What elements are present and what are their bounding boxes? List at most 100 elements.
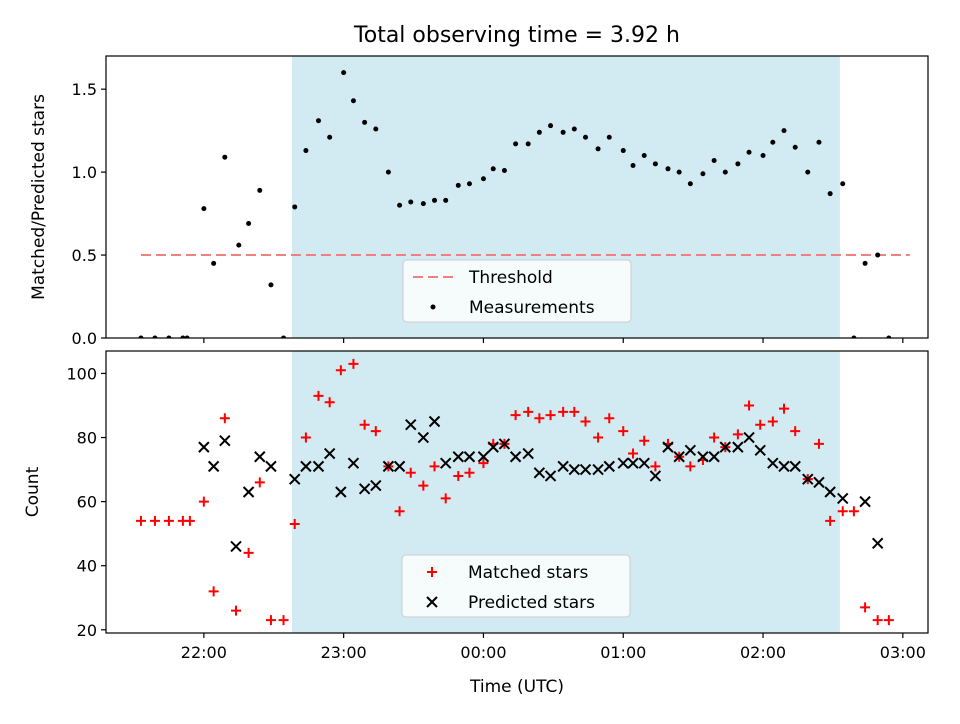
matched-star-point (300, 432, 311, 443)
matched-star-point (790, 426, 801, 437)
matched-star-point (324, 397, 335, 408)
measurement-point (862, 260, 868, 266)
predicted-star-point (627, 457, 639, 469)
matched-star-point (580, 416, 591, 427)
predicted-star-point (347, 457, 360, 469)
matched-star-point (825, 515, 836, 526)
measurement-point (362, 119, 368, 125)
ratio-y-tick-label: 0.5 (72, 246, 97, 265)
matched-star-point (289, 519, 300, 530)
measurement-point (257, 187, 263, 193)
predicted-star-point (230, 540, 242, 553)
predicted-star-point (579, 463, 592, 476)
matched-star-point (650, 461, 661, 472)
legend-label: Threshold (468, 268, 553, 288)
matched-star-point (639, 435, 650, 446)
measurement-point (851, 335, 857, 338)
measurement-point (292, 204, 298, 210)
measurement-point (211, 260, 217, 266)
predicted-star-point (603, 460, 615, 473)
matched-star-point (813, 438, 824, 449)
predicted-star-point (813, 476, 825, 489)
measurement-point (443, 197, 449, 203)
predicted-star-point (198, 441, 210, 453)
matched-star-point (243, 547, 254, 558)
matched-star-point (405, 467, 416, 478)
matched-star-point (860, 602, 871, 613)
measurement-point (840, 181, 846, 187)
matched-star-point (184, 515, 195, 526)
measurement-point (816, 139, 822, 145)
measurement-point (620, 148, 626, 154)
predicted-star-point (617, 457, 629, 469)
predicted-star-point (312, 460, 325, 473)
predicted-star-point (370, 479, 382, 492)
measurement-point (665, 166, 671, 172)
predicted-star-point (533, 467, 546, 479)
matched-star-point (370, 426, 381, 437)
measurement-point (525, 141, 531, 147)
measurement-point (770, 139, 776, 145)
measurement-point (315, 118, 321, 124)
matched-star-point (523, 406, 534, 417)
measurement-point (513, 141, 519, 147)
matched-star-point (394, 506, 405, 517)
ratio-y-tick-label: 0.0 (72, 329, 97, 348)
matched-star-point (604, 413, 615, 424)
matched-star-point (313, 390, 324, 401)
measurement-point (397, 202, 403, 208)
predicted-star-point (439, 457, 452, 469)
predicted-star-point (859, 495, 871, 508)
matched-star-point (779, 403, 790, 414)
matched-star-point (335, 365, 346, 376)
legend-label: Matched stars (468, 563, 588, 583)
matched-star-point (593, 432, 604, 443)
measurement-point (687, 181, 693, 187)
predicted-star-point (592, 463, 604, 476)
predicted-star-point (487, 441, 499, 453)
predicted-star-point (207, 460, 220, 473)
ratio-axes-frame (105, 55, 929, 339)
predicted-star-point (522, 447, 534, 460)
measurement-point (385, 169, 391, 175)
count-y-tick-label: 40 (77, 557, 97, 576)
matched-star-point (208, 586, 219, 597)
matched-star-point (348, 358, 359, 369)
predicted-star-point (697, 451, 709, 463)
measurement-point (184, 335, 190, 338)
count-y-tick-label: 60 (77, 493, 97, 512)
predicted-star-point (708, 451, 720, 463)
matched-star-point (453, 470, 464, 481)
matched-star-point (278, 615, 289, 626)
predicted-star-point (254, 451, 266, 463)
predicted-star-point (498, 438, 511, 450)
predicted-star-point (754, 444, 766, 457)
measurement-point (180, 335, 186, 338)
measurement-point (676, 169, 682, 175)
predicted-star-point (732, 441, 744, 453)
predicted-star-point (662, 441, 674, 453)
measurement-point (222, 154, 228, 160)
measurement-point (722, 169, 728, 175)
measurement-point (327, 134, 333, 140)
predicted-star-point (649, 470, 662, 482)
x-tick-label: 02:00 (740, 643, 786, 662)
predicted-star-point (837, 492, 849, 505)
predicted-star-point (638, 457, 650, 469)
predicted-star-point (265, 460, 277, 473)
predicted-star-point (719, 441, 732, 453)
measurement-point (792, 144, 798, 150)
predicted-star-point (684, 444, 697, 457)
matched-star-point (135, 515, 146, 526)
matched-star-point (149, 515, 160, 526)
measurement-point (641, 153, 647, 159)
measurement-point (501, 167, 507, 173)
measurement-point (408, 199, 414, 205)
measurement-point (536, 129, 542, 135)
count-y-tick-label: 20 (77, 621, 97, 640)
matched-star-point (254, 477, 265, 488)
measurement-point (711, 158, 717, 164)
predicted-star-point (477, 451, 490, 463)
legend-label: Predicted stars (468, 593, 595, 613)
matched-star-point (628, 448, 639, 459)
